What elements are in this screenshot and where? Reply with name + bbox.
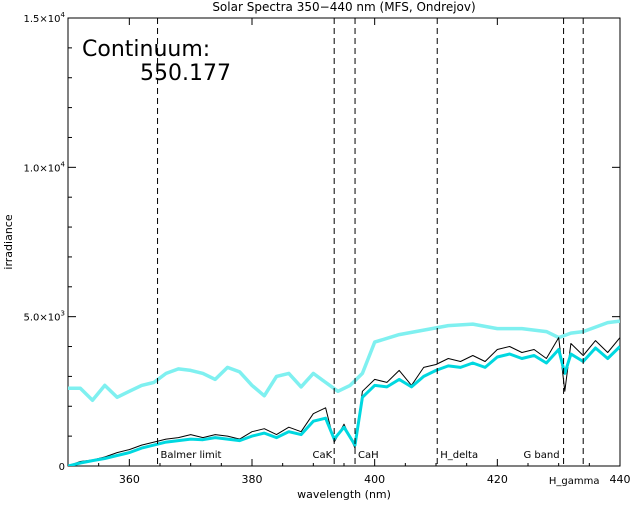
y-tick-label: 1.5×104: [24, 11, 66, 25]
y-axis-label: irradiance: [2, 214, 15, 269]
x-tick-label: 380: [242, 473, 263, 486]
x-tick-label: 400: [364, 473, 385, 486]
x-tick-label: 440: [610, 473, 631, 486]
spectral-line-label: CaK: [313, 450, 333, 461]
spectral-line-label: CaH: [358, 450, 379, 461]
spectral-line-label: G band: [523, 450, 559, 461]
spectral-line-label: H_delta: [440, 450, 478, 461]
spectral-line-label: H_gamma: [549, 476, 600, 487]
continuum-value: 550.177: [140, 61, 231, 86]
smoothed-spectrum-line: [68, 345, 620, 466]
chart-title: Solar Spectra 350−440 nm (MFS, Ondrejov): [212, 0, 475, 14]
y-tick-label: 5.0×103: [24, 310, 65, 324]
y-tick-label: 1.0×104: [24, 160, 66, 174]
y-tick-label: 0: [59, 462, 65, 473]
spectral-line-label: Balmer limit: [161, 450, 222, 461]
x-tick-label: 420: [487, 473, 508, 486]
continuum-label: Continuum:: [82, 37, 210, 62]
x-axis-label: wavelength (nm): [297, 488, 391, 501]
x-tick-label: 360: [119, 473, 140, 486]
continuum-line: [68, 319, 620, 403]
